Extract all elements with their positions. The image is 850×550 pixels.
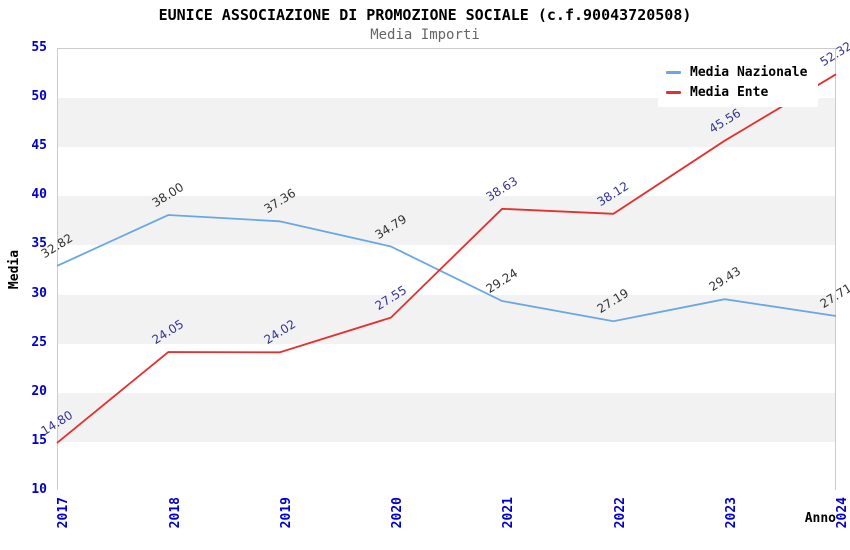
- y-tick-label: 30: [31, 285, 47, 301]
- legend-label: Media Nazionale: [690, 64, 808, 80]
- legend-line-marker: [666, 70, 681, 74]
- x-tick-label: 2020: [390, 497, 406, 529]
- x-tick-label: 2024: [835, 497, 850, 529]
- y-tick-label: 20: [31, 383, 47, 399]
- legend-item-media-nazionale: Media Nazionale: [666, 62, 810, 82]
- y-tick-label: 55: [31, 40, 47, 55]
- series-lines: [56, 73, 837, 444]
- series-line-media-nazionale: [56, 214, 837, 323]
- x-tick-label: 2019: [278, 497, 294, 529]
- grid-band: [58, 441, 835, 491]
- x-tick-label: 2023: [724, 497, 740, 529]
- plot-area: [57, 48, 836, 491]
- y-tick-label: 35: [31, 236, 47, 252]
- y-tick-label: 45: [31, 138, 47, 154]
- legend-label: Media Ente: [690, 84, 769, 100]
- chart-subtitle: Media Importi: [370, 27, 480, 43]
- y-tick-label: 10: [31, 482, 47, 497]
- grid-band: [58, 196, 835, 246]
- chart-title: EUNICE ASSOCIAZIONE DI PROMOZIONE SOCIAL…: [158, 6, 692, 24]
- legend: Media Nazionale Media Ente: [658, 57, 818, 107]
- y-tick-label: 40: [31, 187, 47, 203]
- grid-band: [58, 245, 835, 295]
- x-tick-label: 2017: [56, 497, 72, 529]
- y-tick-label: 25: [31, 334, 47, 350]
- grid-band: [58, 147, 835, 197]
- legend-item-media-ente: Media Ente: [666, 82, 810, 102]
- x-tick-label: 2021: [501, 497, 517, 529]
- x-axis-title: Anno: [804, 511, 836, 526]
- y-tick-label: 50: [31, 89, 47, 105]
- x-tick-label: 2022: [612, 497, 628, 529]
- legend-line-marker: [666, 90, 681, 94]
- x-tick-label: 2018: [167, 497, 183, 529]
- y-tick-label: 15: [31, 432, 47, 448]
- y-axis-title: Media: [7, 249, 23, 289]
- grid-band: [58, 392, 835, 442]
- series-line-media-ente: [56, 73, 837, 444]
